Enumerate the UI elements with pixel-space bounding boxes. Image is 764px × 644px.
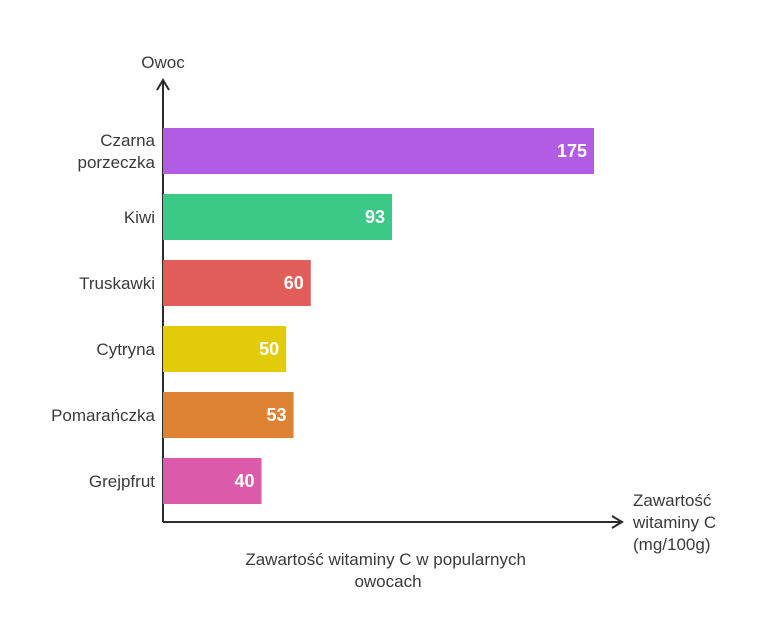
bar (163, 392, 294, 438)
bar (163, 326, 287, 372)
x-axis-label-line: (mg/100g) (633, 535, 710, 554)
bar-value-label: 60 (284, 273, 304, 293)
category-tick-label: Cytryna (96, 340, 155, 359)
bar (163, 194, 393, 240)
bar-value-label: 40 (234, 471, 254, 491)
category-tick-label: Kiwi (124, 208, 155, 227)
category-tick-label-line: Truskawki (79, 274, 155, 293)
category-tick-label-line: Grejpfrut (89, 472, 155, 491)
y-axis-arrow-icon (156, 78, 170, 91)
x-axis-label: Zawartość witaminy C (mg/100g) (632, 491, 721, 554)
chart-title: Zawartość witaminy C w popularnych owoca… (245, 550, 530, 591)
bar (163, 260, 311, 306)
category-tick-label: Truskawki (79, 274, 155, 293)
x-axis-arrow-icon (611, 515, 624, 529)
category-tick-label: Pomarańczka (51, 406, 155, 425)
category-tick-label-line: Kiwi (124, 208, 155, 227)
chart-title-line: owocach (354, 572, 421, 591)
bar (163, 128, 594, 174)
y-axis-label: Owoc (141, 53, 185, 72)
category-tick-label-line: porzeczka (78, 153, 156, 172)
category-tick-label: Czarna porzeczka (78, 131, 156, 172)
category-tick-label-line: Czarna (100, 131, 155, 150)
bar-value-label: 50 (259, 339, 279, 359)
category-tick-label-line: Pomarańczka (51, 406, 155, 425)
chart-title-line: Zawartość witaminy C w popularnych (245, 550, 526, 569)
bars: 175 Czarna porzeczka 93 Kiwi 60 Truskawki 50 Cyt… (51, 128, 594, 504)
category-tick-label: Grejpfrut (89, 472, 155, 491)
x-axis-label-line: Zawartość (633, 491, 712, 510)
bar-value-label: 175 (557, 141, 587, 161)
bar-value-label: 93 (365, 207, 385, 227)
category-tick-label-line: Cytryna (96, 340, 155, 359)
bar (163, 458, 262, 504)
bar-value-label: 53 (267, 405, 287, 425)
x-axis-label-line: witaminy C (632, 513, 716, 532)
